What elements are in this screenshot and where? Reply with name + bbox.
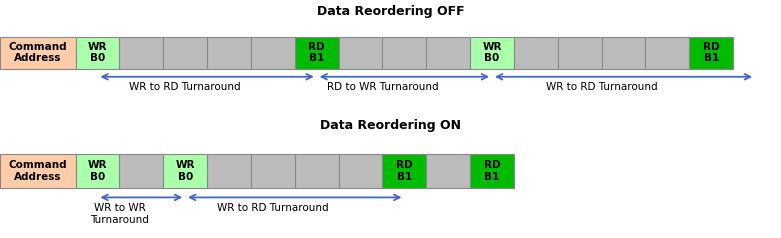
Bar xyxy=(207,37,251,69)
Bar xyxy=(207,154,251,188)
Bar xyxy=(601,37,645,69)
Text: WR
B0: WR B0 xyxy=(87,160,107,182)
Bar xyxy=(251,154,294,188)
Bar xyxy=(163,154,207,188)
Bar xyxy=(470,154,514,188)
Bar xyxy=(470,37,514,69)
Text: RD
B1: RD B1 xyxy=(703,42,719,63)
Bar xyxy=(119,154,163,188)
Bar xyxy=(690,37,733,69)
Bar xyxy=(251,37,294,69)
Text: WR to WR
Turnaround: WR to WR Turnaround xyxy=(90,203,149,225)
Bar xyxy=(76,154,119,188)
Bar xyxy=(383,154,426,188)
Bar xyxy=(426,37,470,69)
Text: RD
B1: RD B1 xyxy=(396,160,412,182)
Bar xyxy=(383,37,426,69)
Bar xyxy=(0,154,76,188)
Text: RD
B1: RD B1 xyxy=(483,160,501,182)
Text: WR
B0: WR B0 xyxy=(483,42,501,63)
Text: Data Reordering ON: Data Reordering ON xyxy=(320,119,461,132)
Bar xyxy=(76,37,119,69)
Bar xyxy=(163,37,207,69)
Text: WR
B0: WR B0 xyxy=(87,42,107,63)
Bar xyxy=(294,37,339,69)
Bar xyxy=(294,154,339,188)
Text: RD
B1: RD B1 xyxy=(308,42,325,63)
Text: WR
B0: WR B0 xyxy=(176,160,195,182)
Text: Command
Address: Command Address xyxy=(9,160,67,182)
Bar xyxy=(339,154,383,188)
Text: WR to RD Turnaround: WR to RD Turnaround xyxy=(129,82,241,92)
Bar xyxy=(0,37,76,69)
Bar xyxy=(645,37,690,69)
Text: WR to RD Turnaround: WR to RD Turnaround xyxy=(217,203,329,213)
Text: RD to WR Turnaround: RD to WR Turnaround xyxy=(326,82,438,92)
Bar xyxy=(514,37,558,69)
Text: WR to RD Turnaround: WR to RD Turnaround xyxy=(546,82,658,92)
Bar xyxy=(426,154,470,188)
Bar xyxy=(558,37,601,69)
Text: Data Reordering OFF: Data Reordering OFF xyxy=(316,5,465,18)
Text: Command
Address: Command Address xyxy=(9,42,67,63)
Bar xyxy=(119,37,163,69)
Bar xyxy=(339,37,383,69)
